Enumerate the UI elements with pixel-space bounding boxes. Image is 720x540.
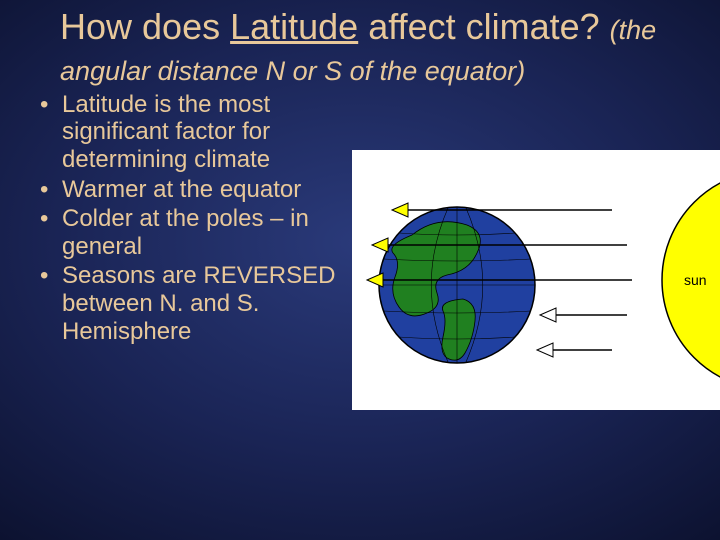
svg-text:sun: sun bbox=[684, 272, 707, 288]
list-item: Colder at the poles – in general bbox=[40, 205, 350, 260]
list-item: Seasons are REVERSED between N. and S. H… bbox=[40, 262, 350, 345]
slide-title: How does Latitude affect climate? (the a… bbox=[0, 0, 720, 89]
list-item: Latitude is the most significant factor … bbox=[40, 91, 350, 174]
bullet-list: Latitude is the most significant factor … bbox=[40, 89, 350, 347]
title-suffix: affect climate? bbox=[358, 6, 609, 47]
sun-earth-diagram: sun bbox=[352, 150, 720, 410]
title-prefix: How does bbox=[60, 6, 230, 47]
list-item: Warmer at the equator bbox=[40, 176, 350, 204]
title-underlined: Latitude bbox=[230, 6, 358, 47]
